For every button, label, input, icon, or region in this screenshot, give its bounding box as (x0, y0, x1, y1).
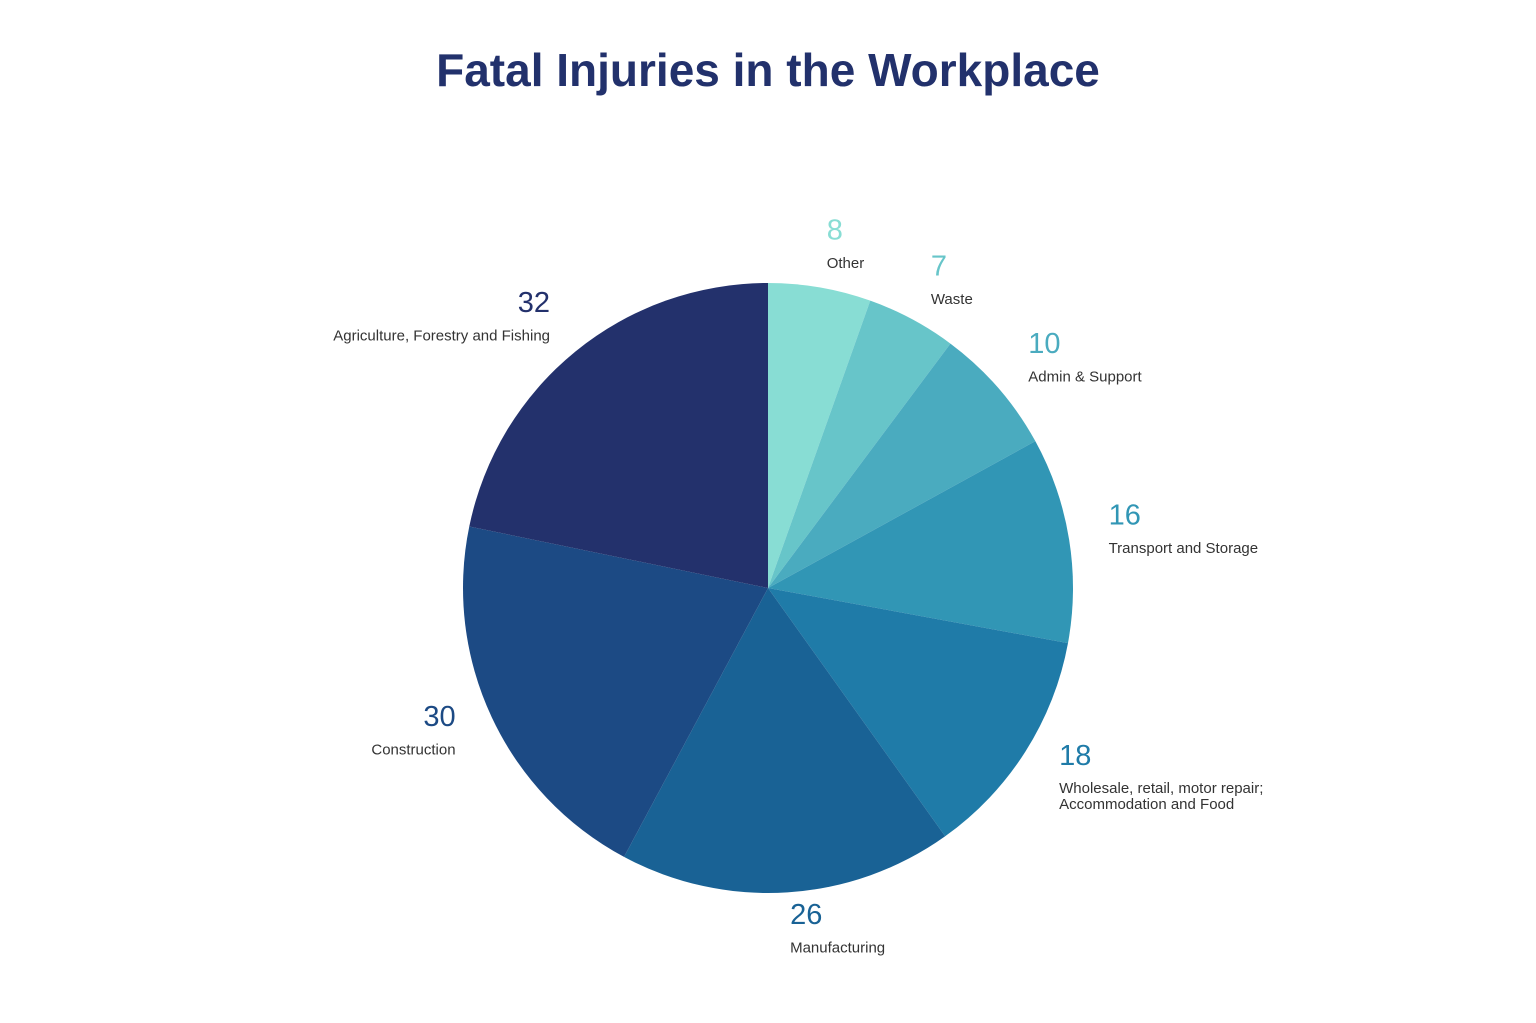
value-label: 10 (1028, 328, 1060, 360)
value-label: 8 (827, 215, 843, 247)
value-label: 16 (1109, 500, 1141, 532)
chart-title: Fatal Injuries in the Workplace (436, 44, 1100, 96)
category-label: Admin & Support (1028, 369, 1142, 386)
pie-slice (768, 300, 951, 588)
category-label: Manufacturing (790, 939, 885, 956)
category-label: Waste (931, 291, 973, 308)
pie-slice (463, 526, 768, 857)
value-label: 26 (790, 899, 822, 931)
category-label: Construction (371, 741, 455, 758)
value-label: 30 (423, 701, 455, 733)
value-label: 7 (931, 251, 947, 283)
pie-slice (768, 441, 1073, 644)
category-label: Transport and Storage (1109, 540, 1259, 557)
category-label: Other (827, 255, 865, 272)
category-label: Wholesale, retail, motor repair; Accommod… (1059, 780, 1263, 813)
value-label: 32 (518, 287, 550, 319)
category-label: Agriculture, Forestry and Fishing (333, 328, 550, 345)
pie-slice (624, 588, 946, 893)
pie-slice (469, 283, 768, 588)
pie-slice (768, 343, 1036, 588)
value-label: 18 (1059, 740, 1091, 772)
pie-slice (768, 283, 871, 588)
pie-slice (768, 588, 1068, 837)
